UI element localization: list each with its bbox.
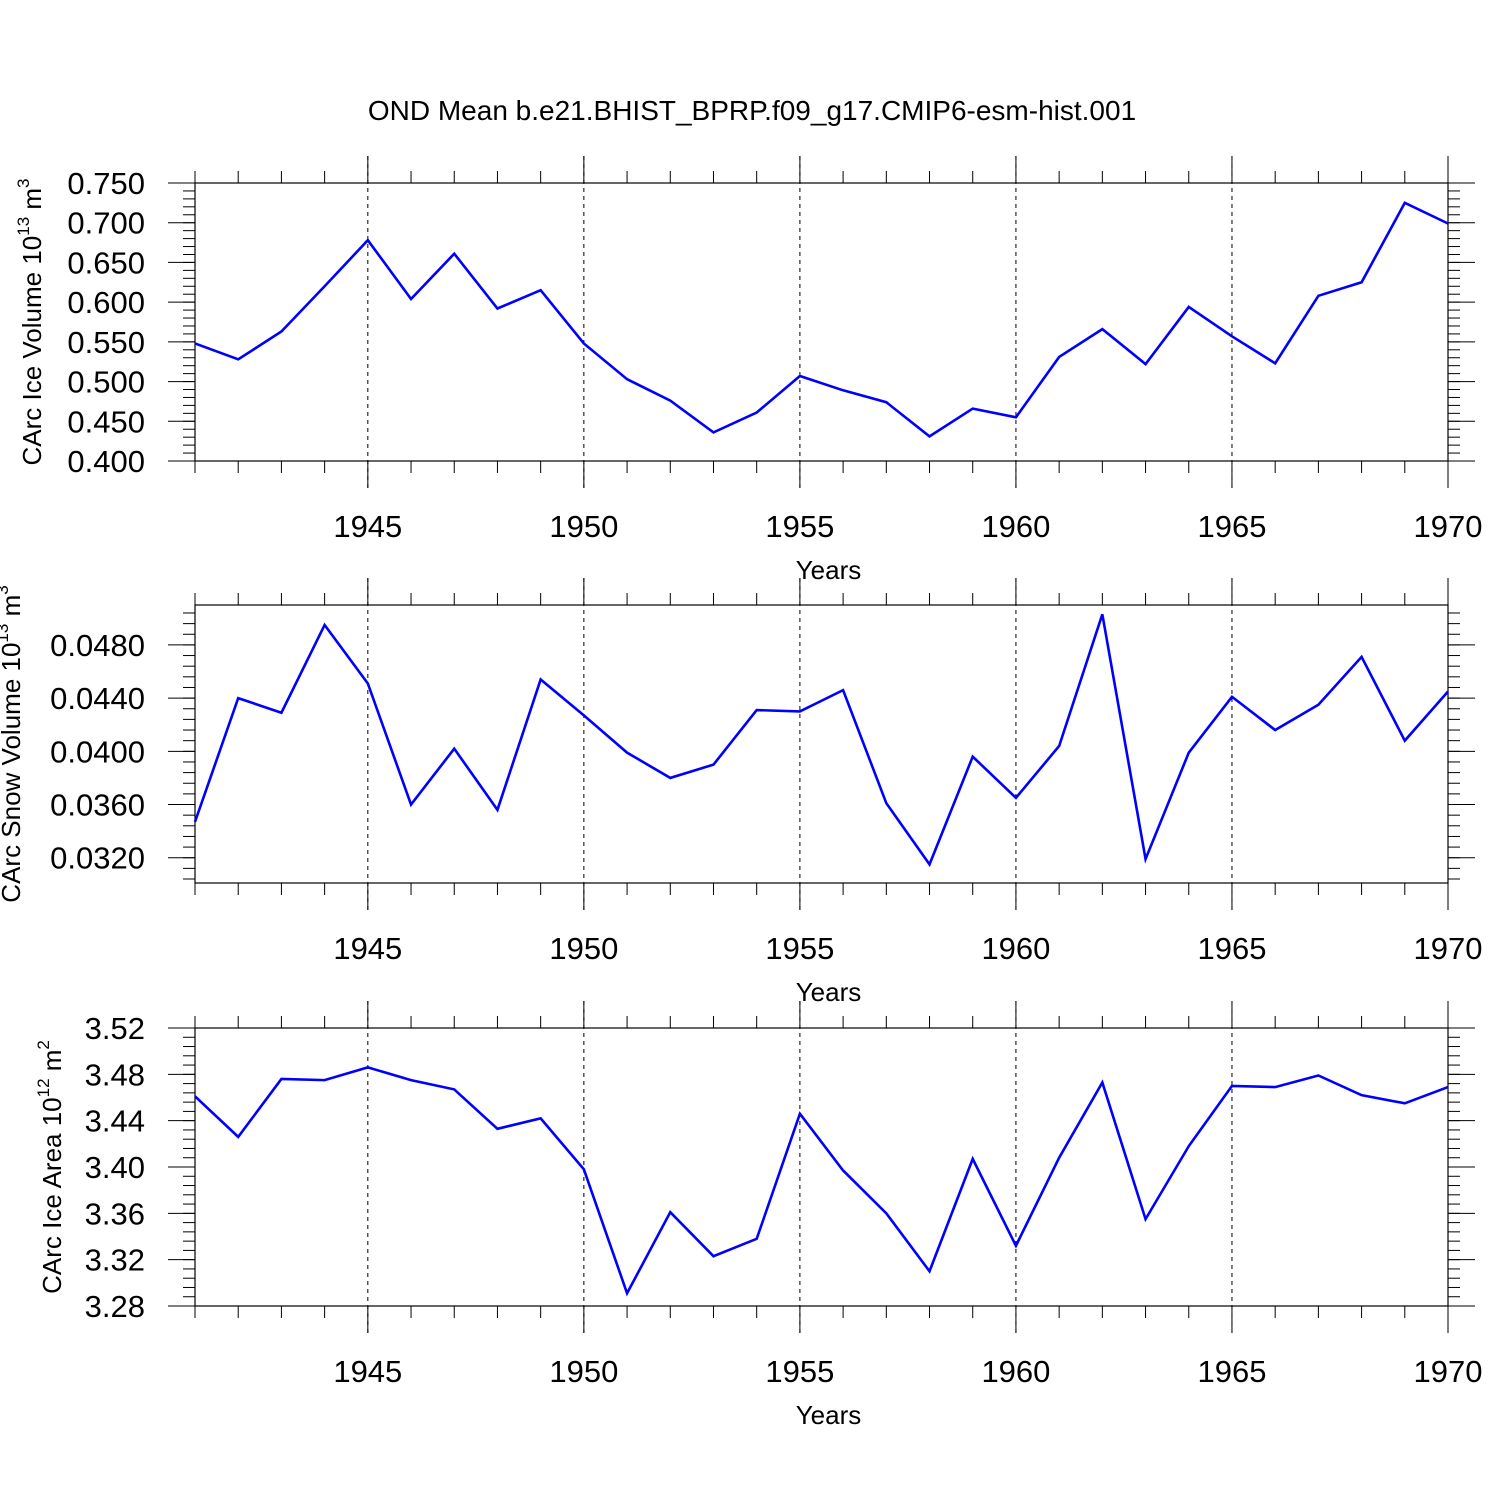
y-tick-label: 0.550 [67,325,145,360]
y-tick-label: 0.650 [67,245,145,280]
y-axis-label: CArc Ice Volume 1013 m3 [14,178,47,465]
x-axis-label: Years [796,1400,862,1430]
x-tick-label: 1970 [1414,509,1483,544]
y-tick-label: 0.0320 [50,841,145,876]
x-tick-label: 1965 [1197,509,1266,544]
panel-3: 3.28 3.32 3.36 3.40 3.44 3.48 3.52 1945 1950 1955… [34,1001,1482,1430]
y-tick-label: 0.700 [67,206,145,241]
y-tick-label: 0.0440 [50,681,145,716]
y-tick-label: 3.44 [85,1104,145,1139]
panel-1: 0.400 0.450 0.500 0.550 0.600 0.650 0.700 0.750… [14,156,1482,585]
x-tick-label: 1960 [981,509,1050,544]
y-tick-label: 3.48 [85,1057,145,1092]
y-tick-label: 3.32 [85,1243,145,1278]
x-tick-label: 1950 [549,1354,618,1389]
x-tick-label: 1945 [333,931,402,966]
x-tick-label: 1955 [765,509,834,544]
y-tick-label: 0.600 [67,285,145,320]
x-tick-label: 1970 [1414,931,1483,966]
x-tick-label: 1950 [549,509,618,544]
y-tick-label: 0.0480 [50,628,145,663]
x-tick-label: 1955 [765,931,834,966]
y-tick-label: 0.500 [67,365,145,400]
y-axis-label: CArc Snow Volume 1013 m3 [0,585,26,902]
y-tick-label: 0.0360 [50,788,145,823]
y-tick-label: 0.400 [67,444,145,479]
y-tick-label: 0.0400 [50,734,145,769]
y-tick-label: 3.52 [85,1011,145,1046]
x-tick-label: 1965 [1197,1354,1266,1389]
x-axis-label: Years [796,977,862,1007]
y-axis-label: CArc Ice Area 1012 m2 [34,1040,67,1294]
series-line [194,1066,1449,1297]
y-tick-label: 3.36 [85,1196,145,1231]
plot-frame [194,604,1449,884]
y-tick-label: 3.28 [85,1289,145,1324]
x-tick-label: 1960 [981,1354,1050,1389]
x-tick-label: 1960 [981,931,1050,966]
x-tick-label: 1945 [333,1354,402,1389]
figure-title: OND Mean b.e21.BHIST_BPRP.f09_g17.CMIP6-… [368,95,1136,126]
series-line [193,613,1449,868]
plot-frame [194,182,1449,462]
x-tick-label: 1945 [333,509,402,544]
y-tick-label: 3.40 [85,1150,145,1185]
x-axis-label: Years [796,555,862,585]
y-tick-label: 0.450 [67,404,145,439]
x-tick-label: 1950 [549,931,618,966]
x-tick-label: 1965 [1197,931,1266,966]
panel-2: 0.0320 0.0360 0.0400 0.0440 0.0480 1945 1950 19… [0,578,1482,1007]
x-tick-label: 1970 [1414,1354,1483,1389]
series-line [194,201,1449,438]
y-tick-label: 0.750 [67,166,145,201]
x-tick-label: 1955 [765,1354,834,1389]
